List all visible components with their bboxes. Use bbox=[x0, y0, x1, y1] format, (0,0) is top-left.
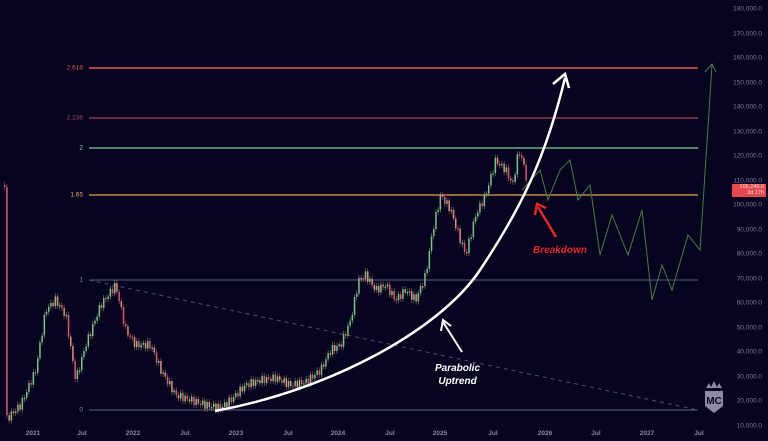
y-tick-label: 80,000.0 bbox=[736, 250, 762, 258]
fib-label-1: 1 bbox=[79, 276, 83, 284]
parabolic-uptrend-label: Parabolic Uptrend bbox=[435, 363, 481, 387]
x-tick-label: Jul bbox=[180, 430, 190, 437]
x-tick-label: Jul bbox=[283, 430, 293, 437]
x-tick-label: 2023 bbox=[228, 430, 244, 437]
y-tick-label: 180,000.0 bbox=[733, 5, 762, 13]
fib-label-165: 1.65 bbox=[70, 191, 83, 199]
breakdown-arrow bbox=[536, 206, 558, 238]
y-tick-label: 60,000.0 bbox=[736, 299, 762, 307]
svg-text:MC: MC bbox=[706, 396, 722, 407]
parabolic-curve bbox=[214, 77, 567, 413]
mc-logo-icon: MC bbox=[705, 381, 723, 413]
x-tick-label: 2026 bbox=[537, 430, 553, 437]
x-tick-label: 2025 bbox=[432, 430, 448, 437]
y-tick-label: 140,000.0 bbox=[733, 103, 762, 111]
price-countdown: 3d 17h bbox=[747, 190, 764, 196]
y-tick-label: 110,000.0 bbox=[733, 177, 762, 184]
x-tick-label: Jul bbox=[385, 430, 395, 437]
x-tick-label: 2027 bbox=[639, 430, 655, 437]
current-price-badge: 106,240.0 3d 17h bbox=[732, 184, 766, 197]
x-tick-label: 2024 bbox=[330, 430, 346, 437]
fib-lines bbox=[89, 67, 698, 411]
y-tick-label: 50,000.0 bbox=[736, 324, 762, 331]
y-tick-label: 100,000.0 bbox=[733, 201, 762, 209]
y-tick-label: 170,000.0 bbox=[733, 30, 762, 37]
candlesticks bbox=[4, 151, 527, 424]
y-tick-label: 20,000.0 bbox=[736, 397, 762, 405]
uptrend-pointer-arrow bbox=[442, 321, 463, 353]
x-tick-label: Jul bbox=[591, 430, 601, 437]
breakdown-label: Breakdown bbox=[533, 245, 587, 256]
x-tick-label: Jul bbox=[694, 430, 704, 437]
projection-arrowhead bbox=[704, 63, 717, 73]
current-price: 106,240.0 bbox=[739, 184, 764, 190]
fib-label-0: 0 bbox=[79, 406, 83, 414]
y-tick-label: 40,000.0 bbox=[736, 348, 762, 356]
fib-label-2236: 2.236 bbox=[66, 114, 83, 122]
y-tick-label: 10,000.0 bbox=[736, 422, 762, 429]
y-tick-label: 130,000.0 bbox=[733, 128, 762, 135]
y-tick-label: 70,000.0 bbox=[736, 275, 762, 282]
y-tick-label: 30,000.0 bbox=[736, 373, 762, 380]
fib-label-2618: 2.618 bbox=[66, 64, 83, 72]
y-tick-label: 120,000.0 bbox=[733, 152, 762, 160]
projection-path bbox=[521, 64, 713, 301]
y-tick-label: 150,000.0 bbox=[733, 79, 762, 86]
y-tick-label: 90,000.0 bbox=[736, 226, 762, 233]
x-tick-label: 2022 bbox=[125, 430, 141, 437]
y-tick-label: 160,000.0 bbox=[733, 54, 762, 62]
x-tick-label: 2021 bbox=[25, 430, 41, 437]
x-tick-label: Jul bbox=[488, 430, 498, 437]
x-tick-label: Jul bbox=[77, 430, 87, 437]
fib-label-2: 2 bbox=[79, 144, 83, 152]
parabolic-arrowhead bbox=[552, 71, 571, 89]
